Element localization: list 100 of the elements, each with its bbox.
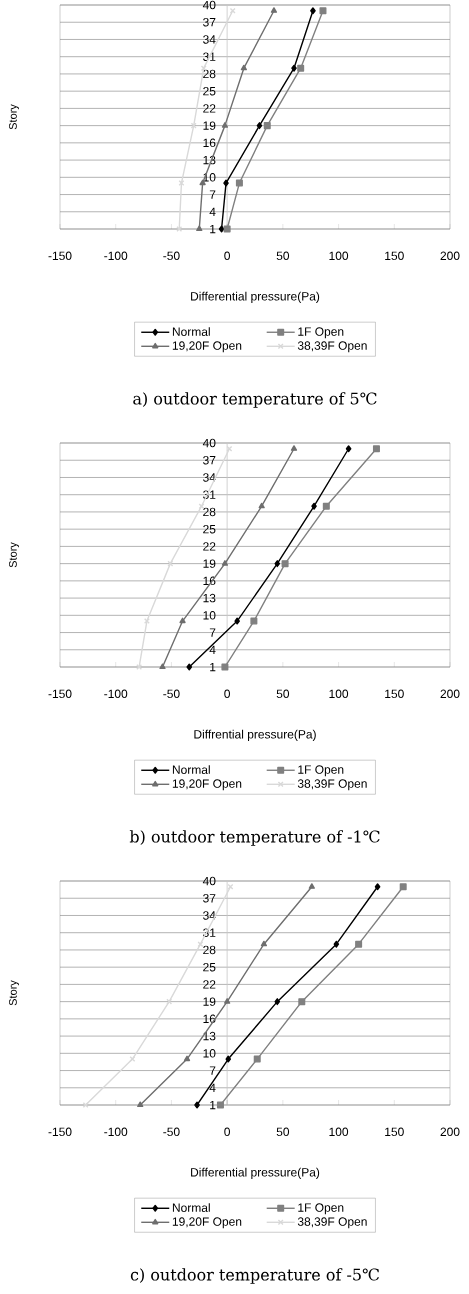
x-tick-label: -50: [163, 1127, 180, 1137]
text: a) outdoor temperature of 5℃: [133, 392, 377, 408]
point: [374, 883, 381, 891]
x-tick-label: 200: [440, 689, 460, 699]
point: [216, 1101, 224, 1109]
point: [223, 179, 229, 187]
y-tick-label: 10: [203, 611, 216, 620]
point: [234, 617, 240, 625]
point: [224, 998, 231, 1004]
x-tick-label: 50: [276, 251, 290, 261]
y-tick-label: 13: [203, 593, 216, 603]
point: [223, 225, 231, 233]
text: c) outdoor temperature of -5℃: [130, 1268, 379, 1284]
y-tick-label: 4: [209, 207, 216, 216]
x-tick-label: 50: [276, 1127, 290, 1137]
point: [345, 445, 352, 453]
y-tick-label: 1: [210, 1100, 216, 1110]
point: [194, 1101, 200, 1109]
y-tick-label: 34: [203, 911, 216, 920]
y-tick-label: 16: [203, 138, 216, 148]
point: [183, 1055, 191, 1062]
y-tick-label: 10: [203, 173, 216, 182]
point: [310, 7, 316, 15]
point: [297, 64, 305, 72]
point: [225, 1055, 232, 1063]
x-tick-label: 0: [224, 1127, 231, 1137]
y-axis-title: Story: [9, 980, 19, 1006]
y-tick-label: 34: [203, 35, 216, 44]
point: [258, 502, 265, 509]
x-tick-label: -50: [163, 689, 180, 699]
x-tick-label: -150: [48, 251, 72, 261]
point: [221, 560, 229, 566]
point: [250, 617, 258, 625]
x-tick-label: 200: [440, 251, 460, 261]
y-tick-label: 16: [203, 576, 216, 586]
x-axis-title: Differential pressure(Pa): [191, 1167, 320, 1179]
point: [291, 64, 297, 72]
legend-label: Normal: [172, 1203, 210, 1212]
y-tick-label: 22: [203, 104, 216, 113]
legend-label: 38,39F Open: [297, 1217, 367, 1229]
x-tick-label: -150: [48, 1127, 72, 1137]
point: [308, 883, 315, 889]
x-tick-label: 100: [329, 1127, 349, 1137]
x-tick-label: 150: [385, 1127, 404, 1137]
y-tick-label: 19: [203, 559, 216, 568]
y-tick-label: 25: [203, 86, 216, 96]
y-tick-label: 7: [209, 190, 216, 199]
x-tick-label: 100: [329, 689, 349, 699]
point: [270, 7, 278, 13]
text: b) outdoor temperature of -1℃: [129, 830, 380, 846]
y-tick-label: 40: [202, 876, 216, 886]
x-tick-label: 100: [329, 251, 349, 261]
point: [159, 663, 166, 670]
point: [137, 1101, 144, 1108]
y-tick-label: 25: [203, 524, 216, 534]
point: [274, 560, 281, 568]
point: [178, 180, 185, 187]
point: [263, 122, 271, 130]
point: [260, 940, 268, 947]
y-tick-label: 1: [210, 224, 216, 234]
x-axis-title: Differential pressure(Pa): [191, 291, 320, 303]
y-tick-label: 34: [203, 473, 216, 482]
y-tick-label: 25: [203, 962, 216, 972]
y-tick-label: 28: [203, 945, 216, 955]
y-tick-label: 7: [209, 628, 216, 637]
y-tick-label: 19: [203, 121, 216, 130]
x-tick-label: 0: [224, 251, 231, 261]
y-tick-label: 1: [210, 662, 216, 672]
point: [218, 225, 225, 233]
point: [319, 7, 327, 15]
x-tick-label: -150: [48, 689, 72, 699]
legend-label: 19,20F Open: [172, 779, 242, 791]
y-tick-label: 37: [203, 17, 216, 27]
point: [333, 940, 340, 948]
y-tick-label: 22: [203, 980, 216, 989]
point: [196, 225, 203, 232]
y-axis-title: Story: [9, 104, 19, 130]
y-tick-label: 37: [203, 456, 216, 465]
point: [355, 940, 363, 948]
point: [221, 122, 229, 128]
point: [129, 1056, 136, 1063]
y-tick-label: 10: [203, 1049, 216, 1058]
x-tick-label: -50: [163, 251, 180, 261]
point: [274, 998, 281, 1006]
legend-label: 1F Open: [298, 765, 344, 777]
y-axis-title: Story: [9, 542, 19, 568]
y-tick-label: 31: [203, 490, 216, 499]
point: [253, 1055, 261, 1063]
point: [311, 502, 317, 510]
x-tick-label: 200: [440, 1127, 460, 1137]
point: [186, 663, 193, 671]
x-tick-label: -100: [104, 689, 128, 699]
point: [322, 502, 330, 510]
legend-label: 38,39F Open: [297, 341, 367, 353]
point: [281, 560, 289, 568]
legend-label: Normal: [172, 765, 210, 774]
point: [221, 663, 229, 671]
y-tick-label: 19: [203, 997, 216, 1006]
point: [372, 445, 380, 453]
x-tick-label: -100: [104, 1127, 128, 1137]
